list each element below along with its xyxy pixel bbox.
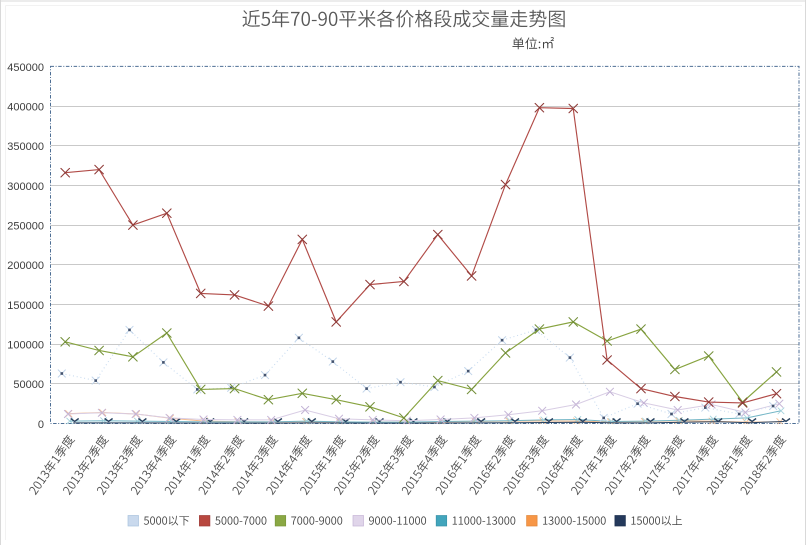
svg-text:50000: 50000 (13, 379, 44, 391)
svg-text:250000: 250000 (7, 221, 44, 233)
svg-text:200000: 200000 (7, 260, 44, 272)
svg-text:0: 0 (38, 419, 44, 431)
svg-text:100000: 100000 (7, 340, 44, 352)
svg-text:400000: 400000 (7, 101, 44, 113)
svg-text:350000: 350000 (7, 141, 44, 153)
svg-text:150000: 150000 (7, 300, 44, 312)
svg-text:300000: 300000 (7, 181, 44, 193)
svg-text:450000: 450000 (7, 62, 44, 74)
